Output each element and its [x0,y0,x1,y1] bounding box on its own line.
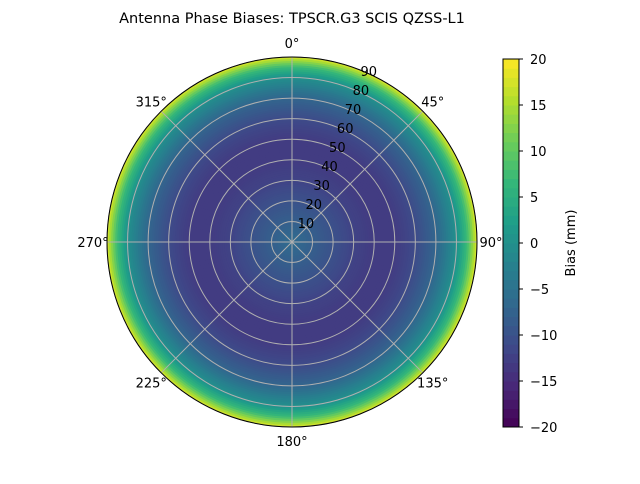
colorbar-segment [503,261,519,272]
angular-gridline [160,241,293,374]
colorbar-segment [503,353,519,364]
angular-gridline [291,241,424,374]
colorbar-segment [503,95,519,106]
angle-tick-label: 180° [276,435,307,450]
colorbar-segment [503,252,519,262]
colorbar-segment [503,132,519,143]
colorbar-segment [503,59,519,69]
angle-tick-label: 225° [136,377,167,392]
angular-gridline [160,110,293,243]
colorbar-segment [503,335,519,345]
colorbar-tick-label: 15 [530,99,547,114]
colorbar-tick-label: 10 [530,145,547,160]
colorbar-segment [503,197,519,207]
radial-tick-label: 70 [345,103,362,118]
colorbar: 20 15 10 5 0 −5 −10 −15 −20 Bias (mm) [502,53,579,436]
colorbar-tick-label: −5 [530,283,549,298]
colorbar-segment [503,408,519,419]
radial-tick-label: 80 [353,84,370,99]
angle-tick-label: 0° [285,37,300,52]
colorbar-segment [503,141,519,152]
colorbar-segment [503,160,519,170]
chart-title: Antenna Phase Biases: TPSCR.G3 SCIS QZSS… [119,11,465,27]
angle-tick-label: 135° [417,377,448,392]
colorbar-segment [503,325,519,336]
colorbar-segment [503,105,519,115]
colorbar-segment [503,151,519,161]
colorbar-tick-label: −20 [530,421,557,436]
colorbar-segment [503,224,519,235]
colorbar-segment [503,68,519,78]
polar-frame [106,56,478,428]
colorbar-segment [503,417,519,428]
radial-tick-label: 30 [313,179,330,194]
axis-labels: 0° 45° 90° 135° 180° 225° 270° 315° 10 20 30 40 50 60… [77,37,502,450]
colorbar-segment [503,298,519,308]
radial-tick-label: 20 [305,198,322,213]
angle-tick-label: 90° [479,236,502,251]
polar-grid [106,56,478,428]
colorbar-segment [503,307,519,318]
colorbar-segment [503,86,519,97]
colorbar-segment [503,371,519,382]
colorbar-tick-label: −15 [530,375,557,390]
colorbar-segment [503,178,519,189]
radial-tick-label: 60 [337,122,354,137]
colorbar-segment [503,123,519,134]
colorbar-segment [503,233,519,244]
colorbar-segment [503,215,519,226]
colorbar-segment [503,206,519,216]
colorbar-tick-label: −10 [530,329,557,344]
colorbar-segment [503,344,519,354]
colorbar-tick-label: 5 [530,191,538,206]
colorbar-segment [503,399,519,410]
angle-tick-label: 315° [136,95,167,110]
angular-gridline [291,110,424,243]
colorbar-segment [503,289,519,299]
colorbar-segment [503,381,519,391]
angle-tick-label: 270° [77,236,108,251]
colorbar-segment [503,187,519,198]
angle-tick-label: 45° [421,95,444,110]
radial-tick-label: 50 [329,141,346,156]
colorbar-segment [503,114,519,124]
colorbar-segment [503,77,519,88]
radial-tick-label: 10 [298,217,315,232]
colorbar-segment [503,390,519,400]
colorbar-segment [503,243,519,253]
radial-tick-label: 40 [321,160,338,175]
colorbar-segment [503,362,519,373]
colorbar-segment [503,270,519,281]
colorbar-label: Bias (mm) [564,210,579,277]
colorbar-segment [503,316,519,327]
colorbar-tick-label: 20 [530,53,547,68]
colorbar-segment [503,279,519,290]
colorbar-tick-label: 0 [530,237,538,252]
radial-tick-label: 90 [361,65,378,80]
colorbar-segment [503,169,519,180]
